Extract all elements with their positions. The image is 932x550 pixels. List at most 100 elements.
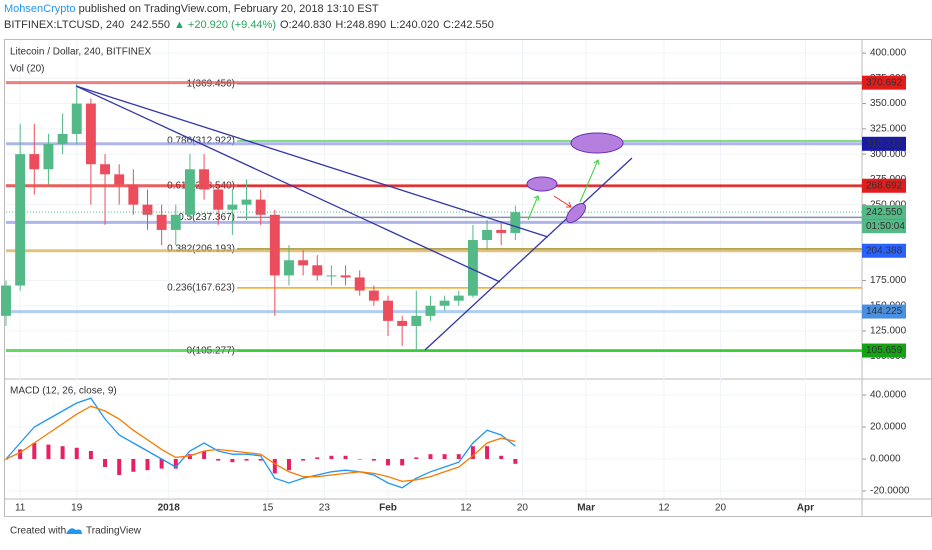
y-tick-label: 0.0000 xyxy=(870,454,901,465)
price-label-box xyxy=(862,243,906,258)
candle-body xyxy=(15,154,26,286)
arrow xyxy=(579,159,600,203)
histogram-bar xyxy=(117,458,122,475)
high: H:248.890 xyxy=(335,19,386,31)
histogram-bar xyxy=(470,446,475,459)
histogram-bar xyxy=(4,458,8,460)
histogram-bar xyxy=(371,458,376,461)
histogram-bar xyxy=(230,458,235,463)
candle-body xyxy=(397,320,408,326)
target-ellipse xyxy=(526,176,558,192)
candle-body xyxy=(241,199,252,205)
candle-body xyxy=(354,277,365,291)
candle-body xyxy=(43,144,54,170)
x-tick-label: 20 xyxy=(517,503,529,514)
close: C:242.550 xyxy=(443,19,494,31)
author[interactable]: MohsenCrypto xyxy=(4,3,76,15)
histogram-bar xyxy=(173,458,178,469)
histogram-bar xyxy=(258,458,263,461)
price-label-box xyxy=(862,205,906,220)
price-label: 310.212 xyxy=(866,138,903,149)
y-tick-label: 175.000 xyxy=(870,275,907,286)
price-label-box xyxy=(862,136,906,151)
candle-body xyxy=(142,204,153,215)
trendline xyxy=(424,157,633,351)
retest-ellipse xyxy=(566,203,586,223)
candle-body xyxy=(312,265,323,276)
histogram-bar xyxy=(315,457,320,459)
candle-body xyxy=(85,103,96,165)
x-tick-label: 20 xyxy=(715,503,727,514)
histogram-bar xyxy=(18,449,23,459)
histogram-bar xyxy=(428,454,433,459)
histogram-bar xyxy=(301,458,306,461)
symbol: BITFINEX:LTCUSD, 240 xyxy=(4,19,124,31)
candle-body xyxy=(255,199,266,215)
y-tick-label: 350.000 xyxy=(870,98,907,109)
change: ▲ +20.920 (+9.44%) xyxy=(174,19,276,31)
candle-body xyxy=(298,260,309,266)
candle-body xyxy=(425,305,436,316)
open: O:240.830 xyxy=(280,19,331,31)
histogram-bar xyxy=(414,457,419,459)
histogram-bar xyxy=(187,454,192,459)
price-label-box xyxy=(862,75,906,90)
candle-body xyxy=(510,212,521,233)
x-tick-label: 2018 xyxy=(158,503,181,514)
histogram-bar xyxy=(74,447,79,459)
trendline xyxy=(75,85,501,283)
histogram-bar xyxy=(103,458,108,467)
plot: 111920181523Feb1220Mar1220Apr400.000375.… xyxy=(1,40,910,514)
histogram-bar xyxy=(442,454,447,459)
header-line: MohsenCrypto published on TradingView.co… xyxy=(4,3,379,15)
macd-line xyxy=(5,405,516,483)
y-tick-label: 250.000 xyxy=(870,199,907,210)
candle-body xyxy=(156,214,167,230)
histogram-bar xyxy=(499,455,504,459)
candle-body xyxy=(71,103,82,134)
x-tick-label: 23 xyxy=(319,503,331,514)
drawings xyxy=(75,85,633,351)
low: L:240.020 xyxy=(390,19,439,31)
y-tick-label: 20.0000 xyxy=(870,422,907,433)
histogram-bar xyxy=(400,458,405,466)
candle-body xyxy=(29,154,40,170)
logo xyxy=(66,528,82,534)
y-tick-label: 300.000 xyxy=(870,149,907,160)
candle-body xyxy=(1,285,11,316)
candle-body xyxy=(284,260,294,276)
x-tick-label: 12 xyxy=(658,503,670,514)
histogram-bar xyxy=(343,455,348,459)
x-tick-label: 12 xyxy=(460,503,472,514)
candle-body xyxy=(439,300,450,306)
candle-body xyxy=(213,189,224,210)
histogram-bar xyxy=(202,450,207,459)
footer-created: Created with xyxy=(10,526,66,537)
candle-body xyxy=(340,275,351,278)
symbol-line: BITFINEX:LTCUSD, 240 242.550 ▲ +20.920 (+9… xyxy=(4,19,494,31)
x-tick-label: Apr xyxy=(797,503,814,514)
pane-subtitle: Vol (20) xyxy=(10,64,44,75)
x-tick-label: 19 xyxy=(71,503,83,514)
candle-body xyxy=(114,174,125,185)
last: 242.550 xyxy=(130,19,170,31)
histogram-bar xyxy=(456,454,461,459)
footer-brand[interactable]: TradingView xyxy=(86,526,142,537)
y-tick-label: 400.000 xyxy=(870,48,907,59)
trendline xyxy=(75,85,549,238)
candle-body xyxy=(57,133,68,145)
histogram-bar xyxy=(60,446,65,459)
x-tick-label: Mar xyxy=(577,503,595,514)
histogram-bar xyxy=(357,458,362,460)
fib-label: 0.786(312.922) xyxy=(167,136,235,147)
pane-title: Litecoin / Dollar, 240, BITFINEX xyxy=(10,47,152,58)
fib-label: 0.236(167.623) xyxy=(167,283,235,294)
price-label-box xyxy=(862,343,906,358)
candle-body xyxy=(326,275,337,277)
histogram-bar xyxy=(244,458,249,461)
candle-body xyxy=(368,290,379,301)
fib-label: 0.382(206.193) xyxy=(167,244,235,255)
candle-body xyxy=(482,229,493,241)
